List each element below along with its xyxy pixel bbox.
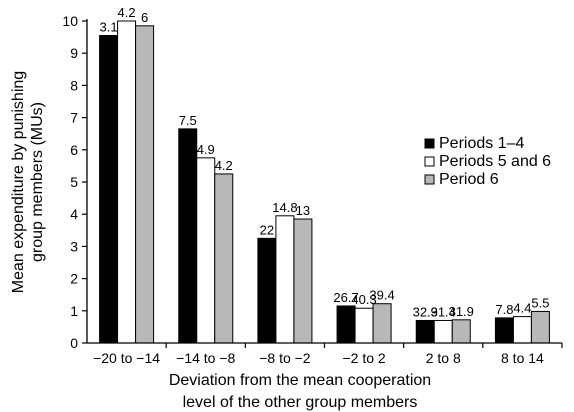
legend-label: Periods 1–4 xyxy=(439,135,524,152)
bar xyxy=(117,20,137,344)
data-label: 3.1 xyxy=(100,19,118,34)
x-tick-label: 2 to 8 xyxy=(426,350,461,366)
y-tick-label: 1 xyxy=(70,303,78,319)
bar xyxy=(178,128,198,344)
x-tick-label: −8 to −2 xyxy=(259,350,311,366)
bar xyxy=(451,319,471,344)
legend-swatch xyxy=(424,174,435,185)
data-label: 32.9 xyxy=(413,304,438,319)
x-tick-label: 8 to 14 xyxy=(501,350,544,366)
data-label: 7.8 xyxy=(495,302,513,317)
bar xyxy=(293,218,313,344)
x-tick-label: −20 to −14 xyxy=(93,350,160,366)
data-label: 4.2 xyxy=(118,5,136,20)
data-label: 26.7 xyxy=(333,290,358,305)
y-tick-label: 4 xyxy=(70,206,78,222)
bar xyxy=(372,303,392,344)
data-label: 14.8 xyxy=(272,200,297,215)
legend-label: Period 6 xyxy=(439,171,499,188)
bar xyxy=(512,316,532,344)
y-tick-label: 9 xyxy=(70,45,78,61)
data-label: 6 xyxy=(141,10,148,25)
y-axis-label-line-2: group members (MUs) xyxy=(29,102,46,262)
bar xyxy=(530,310,550,344)
data-label: 31.9 xyxy=(449,304,474,319)
y-tick-label: 6 xyxy=(70,142,78,158)
data-label: 13 xyxy=(296,203,310,218)
data-label: 22 xyxy=(260,222,274,237)
bar xyxy=(196,157,216,344)
data-label: 39.4 xyxy=(369,288,394,303)
bar xyxy=(354,307,374,344)
y-tick-label: 8 xyxy=(70,77,78,93)
x-axis-label: Deviation from the mean cooperation leve… xyxy=(169,372,431,411)
legend-label: Periods 5 and 6 xyxy=(439,153,551,170)
data-label: 7.5 xyxy=(179,113,197,128)
y-tick-label: 2 xyxy=(70,271,78,287)
bar xyxy=(336,305,356,344)
x-axis-label-line-1: Deviation from the mean cooperation xyxy=(169,372,431,389)
y-axis-label: Mean expenditure by punishing group memb… xyxy=(10,71,46,293)
bar xyxy=(415,319,435,344)
y-tick-label: 0 xyxy=(70,335,78,351)
bar xyxy=(257,237,277,344)
legend-swatch xyxy=(424,138,435,149)
bar xyxy=(214,173,234,344)
data-label: 40.3 xyxy=(351,292,376,307)
data-label: 5.5 xyxy=(531,295,549,310)
bar xyxy=(99,34,119,344)
data-label: 4.4 xyxy=(513,301,531,316)
bar xyxy=(433,319,453,344)
y-axis-label-line-1: Mean expenditure by punishing xyxy=(10,71,27,293)
legend-swatch xyxy=(424,156,435,167)
y-tick-label: 7 xyxy=(70,110,78,126)
y-tick-label: 10 xyxy=(62,13,78,29)
bar xyxy=(135,25,155,344)
data-label: 31.4 xyxy=(431,304,456,319)
x-axis-label-line-2: level of the other group members xyxy=(183,394,418,411)
bar xyxy=(494,317,514,344)
data-label: 4.2 xyxy=(215,158,233,173)
x-tick-label: −2 to 2 xyxy=(342,350,385,366)
bar xyxy=(275,215,295,344)
y-tick-label: 3 xyxy=(70,238,78,254)
x-tick-label: −14 to −8 xyxy=(176,350,235,366)
y-tick-label: 5 xyxy=(70,174,78,190)
data-label: 4.9 xyxy=(197,142,215,157)
